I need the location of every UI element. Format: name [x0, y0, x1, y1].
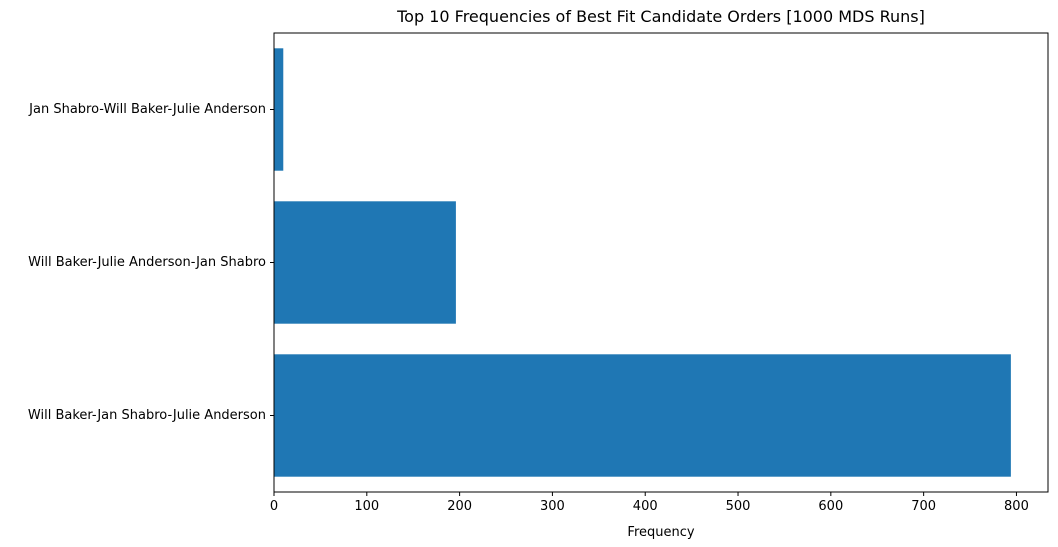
bars-group	[274, 48, 1011, 477]
y-tick-label-1: Will Baker-Julie Anderson-Jan Shabro	[28, 255, 266, 270]
y-tick-label-0: Will Baker-Jan Shabro-Julie Anderson	[28, 408, 266, 423]
x-tick-label-7: 700	[911, 499, 936, 514]
x-tick-label-8: 800	[1004, 499, 1029, 514]
x-axis-label: Frequency	[627, 525, 694, 540]
x-tick-label-2: 200	[447, 499, 472, 514]
x-tick-label-3: 300	[540, 499, 565, 514]
bar-1	[274, 201, 456, 324]
plot-frame	[273, 32, 1049, 493]
bar-2	[274, 48, 284, 171]
x-tick-label-1: 100	[354, 499, 379, 514]
y-axis-ticks: Will Baker-Jan Shabro-Julie Anderson Will…	[28, 102, 274, 423]
x-tick-label-6: 600	[818, 499, 843, 514]
x-axis-ticks: 0 100 200 300 400 500 600 700 800	[270, 492, 1029, 514]
bar-0	[274, 354, 1011, 477]
y-tick-label-2: Jan Shabro-Will Baker-Julie Anderson	[28, 102, 266, 117]
x-tick-label-4: 400	[633, 499, 658, 514]
x-tick-label-5: 500	[726, 499, 751, 514]
x-tick-label-0: 0	[270, 499, 278, 514]
chart-title: Top 10 Frequencies of Best Fit Candidate…	[396, 7, 925, 26]
